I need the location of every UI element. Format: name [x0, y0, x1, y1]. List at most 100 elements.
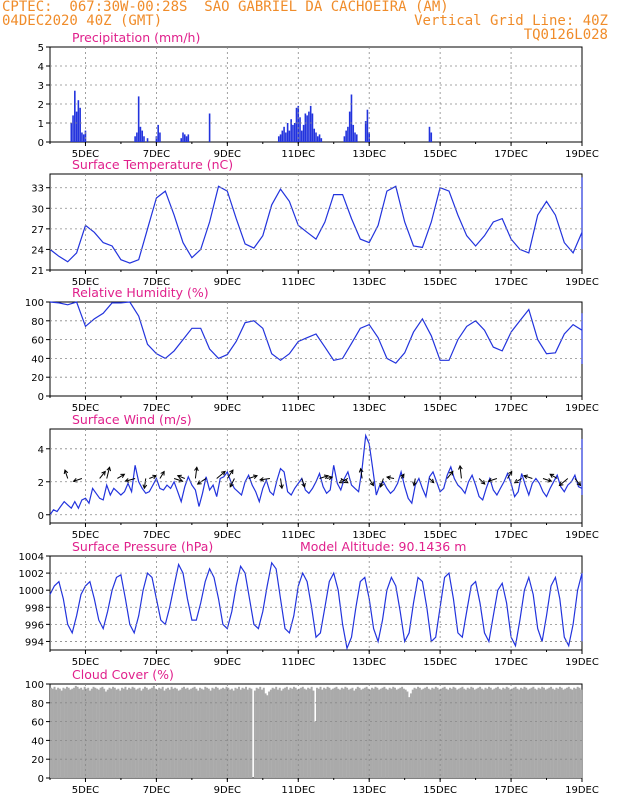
pressure-line: [49, 561, 583, 651]
cloud-bar: [140, 690, 143, 778]
cloud-bar: [404, 689, 407, 778]
cloud-bar: [392, 686, 395, 778]
cloud-bar: [120, 687, 123, 778]
cloud-bar: [578, 687, 581, 778]
wind-arrow-head: [328, 475, 334, 481]
cloud-bar: [213, 688, 216, 778]
wind-y-tick-label: 4: [38, 445, 44, 456]
cloud-bar: [473, 689, 476, 778]
cloud-bar: [420, 689, 423, 778]
wind-arrow-head: [576, 481, 582, 487]
cloud-bar: [324, 688, 327, 778]
pressure-x-tick-label: 15DEC: [423, 657, 457, 668]
cloud-bar: [456, 689, 459, 778]
wind-arrow: [216, 470, 226, 479]
precip-bar: [137, 96, 140, 142]
cloud-bar: [294, 687, 297, 778]
cloud-x-tick-label: 11DEC: [281, 785, 315, 796]
precip-bar: [345, 130, 347, 142]
precip-bar: [348, 111, 351, 142]
cloud-bar: [122, 688, 125, 778]
wind-arrow-shaft: [319, 475, 329, 479]
cloud-bar: [376, 687, 379, 778]
precip-bar: [428, 126, 431, 142]
cloud-bar: [394, 687, 396, 778]
cloud-bar: [220, 688, 223, 778]
cloud-bar: [234, 687, 237, 778]
cloud-bar: [259, 686, 262, 778]
cloud-bar: [216, 687, 219, 778]
precip-bar: [146, 138, 149, 142]
cloud-bar: [177, 690, 180, 778]
cloud-bar: [131, 686, 134, 778]
cloud-bar: [566, 687, 569, 778]
humidity-x-tick-label: 9DEC: [214, 403, 241, 414]
wind-arrow-head: [178, 478, 184, 483]
cloud-bar: [495, 687, 498, 778]
cloud-bar: [415, 688, 418, 778]
cloud-bar: [264, 693, 267, 778]
precip-bar: [309, 105, 312, 142]
wind-line: [49, 433, 583, 516]
cloud-bar: [206, 687, 209, 778]
cloud-bar: [553, 689, 556, 778]
header-date-line: 04DEC2020 40Z (GMT): [2, 13, 163, 29]
cloud-bar: [195, 688, 198, 778]
pressure-y-tick-label: 996: [25, 620, 44, 631]
wind-arrow: [558, 478, 569, 487]
wind-arrow: [194, 466, 199, 479]
cloud-bar: [358, 687, 361, 778]
cloud-bar: [441, 687, 444, 778]
cloud-bar: [514, 686, 517, 778]
humidity-title: Relative Humidity (%): [72, 285, 209, 300]
cloud-bar: [385, 688, 388, 778]
wind-arrow: [386, 475, 395, 481]
wind-arrow-shaft: [488, 477, 498, 482]
cloud-x-tick-label: 19DEC: [565, 785, 599, 796]
cloud-x-tick-label: 5DEC: [72, 785, 99, 796]
wind-x-tick-label: 13DEC: [352, 530, 386, 541]
wind-arrow-head: [63, 469, 69, 475]
wind-arrow-shaft: [73, 477, 83, 482]
cloud-bar: [576, 686, 579, 778]
cloud-bar: [498, 688, 501, 778]
cloud-bar: [248, 687, 251, 778]
cloud-bar: [303, 688, 306, 778]
cloud-bar: [174, 687, 177, 778]
cloud-bar: [142, 688, 145, 778]
cloud-bar: [145, 687, 148, 778]
cloud-y-tick-label: 20: [31, 755, 44, 766]
cloud-bar: [103, 688, 106, 778]
cloud-bar: [90, 688, 93, 778]
wind-arrow-shaft: [559, 478, 569, 486]
cloud-bar: [154, 688, 157, 778]
cloud-bar: [207, 688, 210, 778]
cloud-bar: [110, 688, 113, 778]
cloud-bar: [71, 688, 74, 778]
temperature-line: [49, 177, 583, 264]
precip-bar: [134, 136, 136, 142]
wind-arrow-shaft: [194, 467, 198, 479]
cloud-bar: [300, 687, 303, 778]
cloud-bar: [457, 688, 460, 778]
temperature-y-tick-label: 33: [31, 184, 44, 195]
humidity-y-tick-label: 60: [31, 336, 44, 347]
cloud-bar: [227, 687, 230, 778]
wind-arrow-head: [358, 467, 364, 473]
cloud-bar: [317, 688, 320, 778]
cloud-bar: [223, 688, 226, 778]
cloud-bar: [287, 689, 290, 778]
precip-bar: [366, 109, 369, 142]
cloud-bar: [523, 686, 526, 778]
cloud-bar: [65, 686, 68, 778]
cloud-bar: [509, 689, 512, 778]
temperature-x-tick-label: 13DEC: [352, 277, 386, 288]
cloud-bar: [333, 687, 336, 778]
pressure-y-tick-label: 1002: [19, 569, 44, 580]
cloud-bar: [571, 689, 574, 778]
cloud-title: Cloud Cover (%): [72, 667, 174, 682]
wind-arrow-head: [176, 474, 182, 480]
cloud-bar: [214, 686, 217, 778]
wind-arrow-head: [513, 478, 519, 484]
